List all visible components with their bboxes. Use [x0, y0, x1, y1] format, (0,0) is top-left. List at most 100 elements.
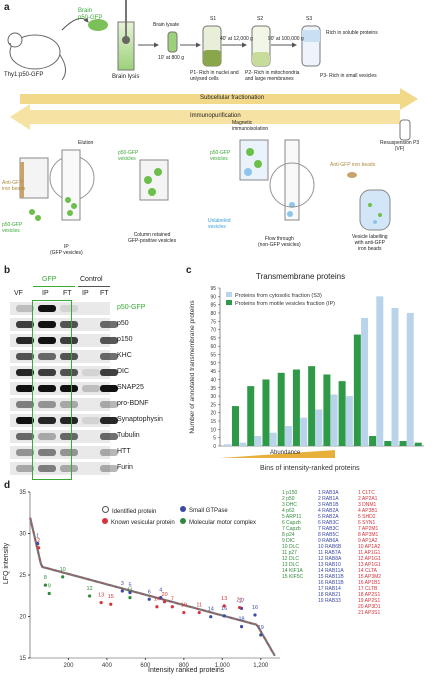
protein-list-item: 6 SYN1	[358, 520, 376, 526]
protein-list-item: 5 SHD2	[358, 514, 376, 520]
blot-band	[16, 417, 34, 424]
row-label-furin: Furin	[117, 464, 133, 471]
legend-label: Proteins from motile vesicles fraction (…	[235, 301, 335, 307]
ip-caption: IP (GFP vesicles)	[50, 244, 83, 256]
legend-swatch	[226, 300, 232, 305]
panel-label-b: b	[4, 265, 11, 276]
point-label: 15	[108, 594, 114, 600]
blot-band	[60, 401, 78, 408]
blot-row	[10, 350, 118, 363]
immunopurification-label: Immunopurification	[190, 113, 241, 119]
point-label: 13	[221, 596, 227, 602]
protein-list-item: 10 DLC	[282, 544, 299, 550]
protein-list-item: 10 AP1A2	[358, 544, 381, 550]
chart-title: Transmembrane proteins	[256, 272, 346, 281]
y-tick-label: 75	[210, 319, 216, 325]
protein-list-item: 1 RAB3A	[318, 490, 339, 496]
blot-band	[16, 449, 34, 456]
point-label: 20	[162, 592, 168, 598]
blot-row	[10, 334, 118, 347]
blot-row	[10, 366, 118, 379]
y-tick-label: 70	[210, 328, 216, 334]
point-label: 21	[237, 598, 243, 604]
spin3-label: 90' at 100,000 g	[268, 36, 304, 42]
protein-list-item: 1 p150	[282, 490, 298, 496]
blot-band	[16, 369, 34, 376]
blot-band	[38, 305, 56, 312]
y-tick-label: 10	[210, 427, 216, 433]
y-tick-label: 20	[210, 411, 216, 417]
blot-band	[38, 385, 56, 392]
row-label-p50-gfp: p50-GFP	[117, 304, 146, 311]
y-tick-label: 45	[210, 369, 216, 375]
protein-list-item: 13 RAB10	[318, 562, 341, 568]
group-gfp: GFP	[42, 276, 57, 283]
blot-band	[38, 321, 56, 328]
blot-band	[60, 353, 78, 360]
p50-vesicles-label-1: p50-GFP vesicles	[2, 222, 23, 234]
legend-known: Known vesicular protein	[102, 518, 175, 526]
bar	[406, 312, 414, 446]
y-tick-label: 30	[210, 394, 216, 400]
blot-row	[10, 318, 118, 331]
y-tick-label: 30	[19, 532, 26, 538]
subcellular-label: Subcellular fractionation	[200, 95, 265, 101]
bar	[292, 369, 300, 446]
point-marker	[209, 615, 213, 619]
protein-list-item: 15 RAB11B	[318, 574, 344, 580]
y-tick-label: 0	[213, 444, 216, 450]
protein-list-item: 7 Capzb	[282, 526, 301, 532]
column-retained-icon	[139, 159, 169, 201]
protein-list-item: 14 CLTA	[358, 568, 377, 574]
blot-row	[10, 430, 118, 443]
x-tick-label: 1,200	[253, 663, 269, 669]
point-label: 18	[238, 617, 244, 623]
blot-band	[60, 369, 78, 376]
bar	[353, 334, 361, 446]
flow-caption: Flow through (non-GFP vesicles)	[258, 236, 301, 248]
y-tick-label: 15	[210, 419, 216, 425]
protein-list-item: 4 RAB2A	[318, 508, 339, 514]
protein-list-item: 4 p62	[282, 508, 295, 514]
blot-band	[100, 353, 118, 360]
blot-band	[60, 337, 78, 344]
panel-label-a: a	[4, 2, 10, 13]
blot-band	[16, 385, 34, 392]
point-marker	[182, 610, 186, 615]
y-tick-label: 90	[210, 294, 216, 300]
brain-lysate-label: Brain lysate	[153, 22, 180, 28]
protein-list-item: 16 AP1B1	[358, 580, 381, 586]
blot-band	[100, 369, 118, 376]
point-label: 12	[87, 586, 93, 592]
point-label: 1	[36, 534, 39, 540]
protein-list-item: 19 AP2S1	[358, 598, 381, 604]
row-label-probdnf: pro-BDNF	[117, 400, 149, 407]
bar	[369, 436, 377, 446]
bar	[254, 436, 262, 446]
protein-list-item: 9 AP1A2	[358, 538, 378, 544]
brain-label: Brain p50-GFP	[78, 8, 103, 21]
blot-band	[38, 465, 56, 472]
protein-list-item: 15 KIF5C	[282, 574, 304, 580]
p2-label: P2- Rich in mitochondria and large membr…	[245, 70, 300, 82]
point-label: 11	[196, 603, 202, 609]
known-overlay	[29, 517, 276, 656]
y-tick-label: 5	[213, 436, 216, 442]
point-label: 16	[252, 605, 258, 611]
y-tick-label: 85	[210, 303, 216, 309]
labelling-caption: Vesicle labelling with anti-GFP iron bea…	[352, 234, 388, 252]
legend-label: Proteins from cytosolic fraction (S3)	[235, 293, 322, 299]
group-control: Control	[80, 276, 103, 283]
bar	[262, 379, 270, 446]
blot-band	[60, 465, 78, 472]
homogenizer-icon	[117, 0, 135, 71]
vf-tube-icon	[399, 119, 411, 141]
blot-band	[38, 433, 56, 440]
protein-list-item: 18 RAB21	[318, 592, 341, 598]
point-label: 14	[154, 597, 160, 603]
s2-label: S2	[257, 16, 264, 22]
protein-list-item: 4 AP3B1	[358, 508, 378, 514]
point-marker	[88, 594, 92, 598]
row-label-khc: KHC	[117, 352, 132, 359]
p50-vesicles-label-3: p50-GFP vesicles	[210, 150, 231, 162]
